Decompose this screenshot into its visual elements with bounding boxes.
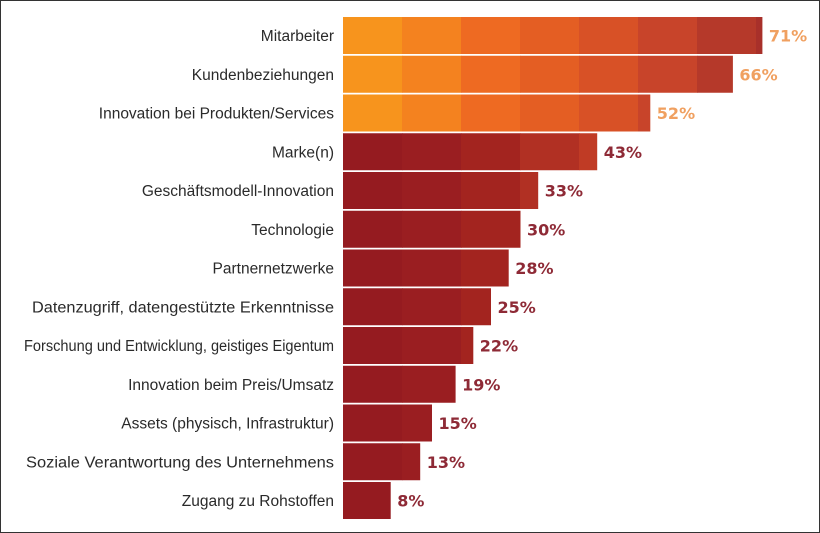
bar-group: Soziale Verantwortung des Unternehmens 13… <box>26 443 465 481</box>
bar-segment <box>343 172 403 209</box>
bar-group: Mitarbeiter 71% <box>261 17 807 54</box>
bar-group: Marke(n) 43% <box>272 133 642 171</box>
value-label: 15% <box>439 414 477 433</box>
category-label: Partnernetzwerke <box>213 261 334 278</box>
category-label: Marke(n) <box>272 144 334 161</box>
bar-segment <box>343 55 403 93</box>
bar-segment <box>343 94 403 132</box>
bar-segment <box>343 404 403 442</box>
bar-segment <box>343 365 403 403</box>
bar-segment <box>402 210 462 248</box>
bar-segment <box>343 482 391 519</box>
category-label: Technologie <box>251 222 334 239</box>
bar-group: Innovation bei Produkten/Services 52% <box>99 94 695 132</box>
bar-segment <box>343 210 403 248</box>
bar-segment <box>461 94 521 132</box>
value-label: 13% <box>427 453 465 472</box>
value-label: 66% <box>739 65 777 84</box>
bar-segment <box>343 133 403 171</box>
bar-segment <box>461 17 521 54</box>
bar-segment <box>520 17 580 54</box>
bar-segment <box>402 133 462 171</box>
bar-segment <box>343 249 403 287</box>
bar-segment <box>520 133 580 171</box>
category-label: Zugang zu Rohstoffen <box>182 493 334 510</box>
category-label: Soziale Verantwortung des Unternehmens <box>26 454 334 471</box>
bar-segment <box>461 172 521 209</box>
bar-segment <box>638 55 698 93</box>
bar-segment <box>402 94 462 132</box>
bar-segment <box>579 55 639 93</box>
value-label: 28% <box>515 259 553 278</box>
value-label: 25% <box>498 298 536 317</box>
bar-group: Zugang zu Rohstoffen 8% <box>182 482 424 519</box>
bar-segment <box>638 17 698 54</box>
bar-segment <box>343 17 403 54</box>
bar-segment <box>520 55 580 93</box>
bar-segment <box>343 288 403 326</box>
value-label: 8% <box>397 492 424 511</box>
bar-group: Technologie 30% <box>251 210 565 248</box>
value-label: 71% <box>769 27 807 46</box>
value-label: 43% <box>604 143 642 162</box>
bar-segment <box>402 288 462 326</box>
bar-segment <box>579 133 598 171</box>
bar-segment <box>520 94 580 132</box>
bar-segment <box>461 133 521 171</box>
bar-segment <box>461 210 521 248</box>
bar-segment <box>579 17 639 54</box>
bar-segment <box>402 327 462 364</box>
bar-segment <box>638 94 651 132</box>
bar-segment <box>756 17 763 54</box>
bar-group: Innovation beim Preis/Umsatz 19% <box>128 365 500 403</box>
bar-segment <box>402 17 462 54</box>
bar-segment <box>520 172 539 209</box>
bar-segment <box>402 172 462 209</box>
bar-segment <box>461 327 474 364</box>
bar-segment <box>402 365 456 403</box>
bar-segment <box>697 17 757 54</box>
category-label: Forschung und Entwicklung, geistiges Eig… <box>24 338 334 355</box>
bar-group: Kundenbeziehungen 66% <box>192 55 778 93</box>
bar-segment <box>461 55 521 93</box>
bar-segment <box>697 55 733 93</box>
category-label: Assets (physisch, Infrastruktur) <box>121 416 334 433</box>
category-label: Innovation beim Preis/Umsatz <box>128 377 334 394</box>
bar-segment <box>461 249 509 287</box>
category-label: Datenzugriff, datengestützte Erkenntniss… <box>32 299 334 316</box>
value-label: 19% <box>462 375 500 394</box>
bar-segment <box>343 327 403 364</box>
value-label: 52% <box>657 104 695 123</box>
value-label: 33% <box>545 182 583 201</box>
category-label: Geschäftsmodell-Innovation <box>142 183 334 200</box>
bar-segment <box>461 288 491 326</box>
category-label: Mitarbeiter <box>261 28 334 45</box>
bar-segment <box>343 443 403 481</box>
category-label: Innovation bei Produkten/Services <box>99 106 334 123</box>
bar-segment <box>579 94 639 132</box>
bar-segment <box>402 404 432 442</box>
bar-group: Assets (physisch, Infrastruktur) 15% <box>121 404 477 442</box>
bar-group: Partnernetzwerke 28% <box>213 249 553 287</box>
bar-group: Forschung und Entwicklung, geistiges Eig… <box>24 327 518 364</box>
value-label: 30% <box>527 220 565 239</box>
value-label: 22% <box>480 337 518 356</box>
bar-segment <box>402 55 462 93</box>
bar-segment <box>402 443 421 481</box>
bar-segment <box>402 249 462 287</box>
bar-group: Geschäftsmodell-Innovation 33% <box>142 172 583 209</box>
category-label: Kundenbeziehungen <box>192 67 334 84</box>
bar-group: Datenzugriff, datengestützte Erkenntniss… <box>32 288 536 326</box>
